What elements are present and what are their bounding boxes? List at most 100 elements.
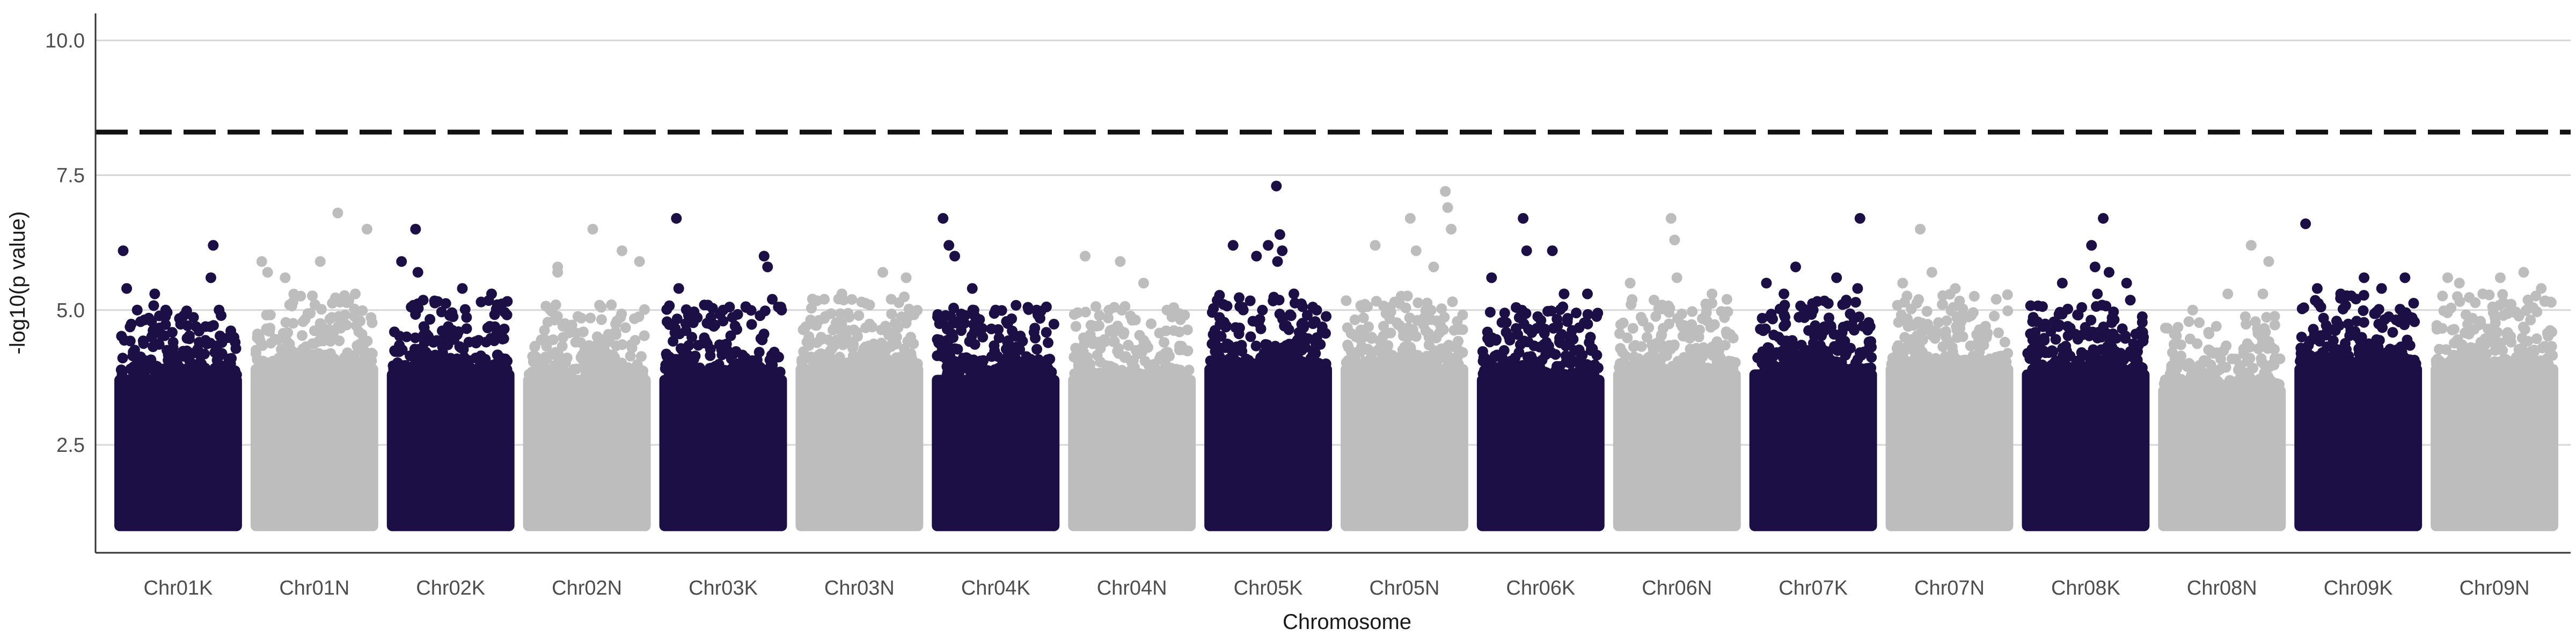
point: [2183, 316, 2194, 327]
point: [1567, 325, 1578, 336]
point: [1861, 363, 1872, 374]
point: [2160, 323, 2171, 334]
peak-point: [1950, 283, 1961, 294]
point: [2125, 295, 2136, 306]
point: [2404, 340, 2416, 351]
point: [539, 325, 550, 336]
point: [1079, 339, 1090, 350]
point: [1989, 310, 2000, 321]
point: [2358, 290, 2369, 301]
peak-point: [2376, 283, 2387, 294]
point: [2470, 297, 2481, 309]
peak-point: [1807, 304, 1819, 316]
point: [1358, 327, 1369, 338]
peak-point: [1446, 224, 1457, 235]
point: [309, 338, 320, 349]
point: [224, 367, 235, 378]
peak-point: [2092, 288, 2103, 299]
point: [733, 358, 744, 369]
peak-point: [1854, 213, 1865, 224]
point: [1434, 327, 1445, 339]
point: [1425, 304, 1437, 316]
point: [2002, 289, 2013, 301]
point: [1168, 325, 1180, 336]
point: [2448, 324, 2460, 335]
point: [1093, 320, 1104, 331]
point: [2211, 321, 2222, 332]
peak-point: [256, 256, 267, 267]
point: [1489, 350, 1501, 362]
point: [2073, 310, 2084, 321]
point: [1633, 353, 1644, 364]
point: [2312, 358, 2323, 369]
point: [1423, 328, 1435, 340]
point: [148, 300, 159, 311]
point: [2046, 360, 2057, 371]
point: [489, 309, 500, 320]
peak-point: [396, 256, 407, 267]
peak-point: [587, 224, 598, 235]
point: [1845, 342, 1856, 354]
dense-points: [2158, 385, 2286, 531]
point: [1214, 290, 1225, 301]
point: [2545, 348, 2556, 359]
point: [2340, 300, 2351, 311]
point: [1211, 340, 1222, 352]
peak-point: [350, 288, 361, 299]
y-tick-label: 10.0: [45, 30, 85, 52]
data-points: [114, 180, 2558, 531]
point: [1499, 308, 1510, 319]
point: [146, 316, 157, 327]
point: [765, 361, 776, 372]
point: [2002, 305, 2014, 317]
point: [316, 358, 327, 369]
point: [825, 345, 836, 356]
x-tick-label: Chr04N: [1097, 577, 1167, 599]
point: [1031, 343, 1042, 355]
peak-point: [1521, 245, 1532, 257]
peak-point: [2454, 277, 2465, 289]
point: [1359, 299, 1371, 310]
point: [2194, 317, 2205, 328]
peak-point: [2442, 272, 2453, 283]
point: [1444, 357, 1455, 368]
point: [1913, 316, 1924, 327]
peak-point: [1031, 304, 1042, 316]
point: [117, 353, 128, 364]
point: [661, 304, 672, 315]
point: [2321, 330, 2332, 341]
point: [1175, 314, 1186, 325]
peak-point: [1897, 277, 1908, 289]
dense-points: [932, 375, 1060, 531]
peak-point: [1271, 180, 1282, 192]
point: [932, 350, 943, 361]
point: [2502, 327, 2513, 338]
point: [2175, 339, 2186, 350]
point: [1615, 319, 1626, 330]
peak-point: [2187, 304, 2198, 316]
point: [629, 313, 640, 324]
point: [843, 308, 854, 319]
point: [766, 349, 777, 361]
point: [2270, 353, 2281, 364]
point: [1728, 363, 1739, 374]
point: [946, 328, 957, 339]
point: [796, 357, 808, 368]
point: [1487, 332, 1498, 343]
peak-point: [208, 240, 219, 251]
dense-points: [795, 364, 924, 531]
point: [2135, 361, 2146, 372]
point: [848, 339, 859, 350]
point: [664, 319, 675, 330]
point: [559, 318, 570, 329]
point: [2038, 333, 2050, 344]
point: [1757, 313, 1768, 324]
point: [1264, 356, 1276, 368]
point: [858, 343, 869, 355]
point: [2356, 332, 2367, 343]
point: [455, 342, 466, 353]
point: [1407, 324, 1418, 335]
dense-points: [386, 369, 515, 531]
point: [2234, 376, 2245, 387]
point: [699, 332, 710, 343]
